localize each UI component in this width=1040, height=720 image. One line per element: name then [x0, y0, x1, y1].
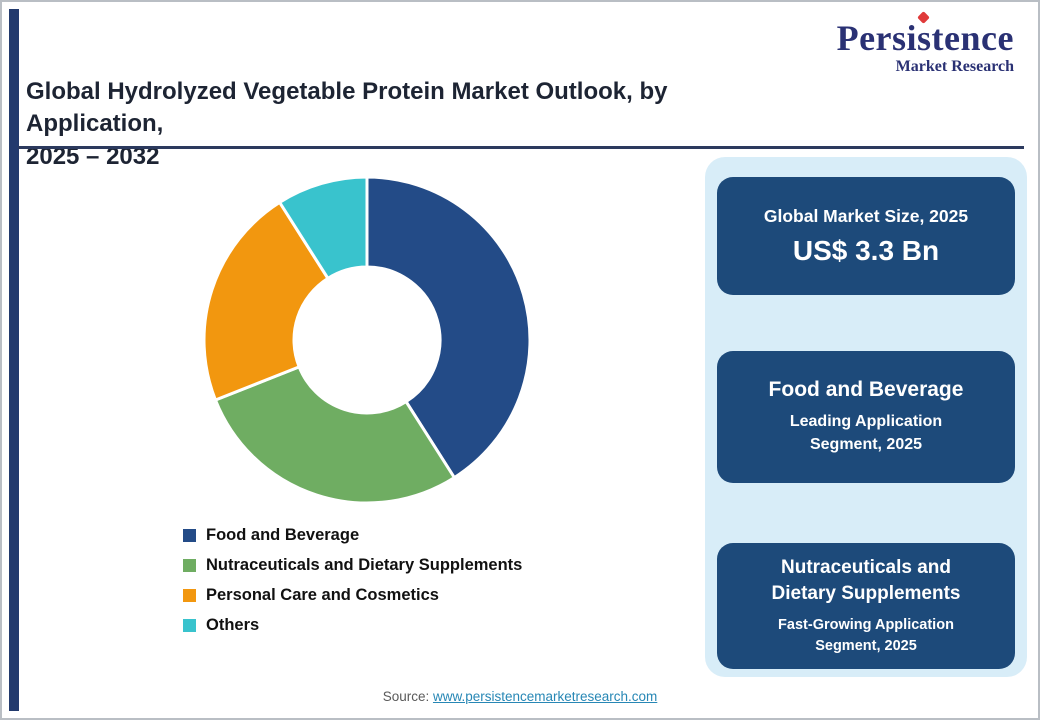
legend-label: Others [206, 616, 260, 634]
fast-growing-segment-caption: Fast-Growing Application Segment, 2025 [778, 616, 954, 654]
market-size-value: US$ 3.3 Bn [792, 234, 940, 266]
legend-swatch-others [183, 619, 196, 632]
source-line: Source: www.persistencemarketresearch.co… [2, 689, 1038, 704]
legend-item: Personal Care and Cosmetics [183, 586, 522, 605]
left-accent-stripe [9, 9, 19, 711]
legend-item: Others [183, 616, 522, 635]
legend-item: Food and Beverage [183, 526, 522, 545]
market-size-box: Global Market Size, 2025 US$ 3.3 Bn [717, 177, 1015, 295]
leading-segment-box: Food and Beverage Leading Application Se… [717, 351, 1015, 483]
legend-label: Food and Beverage [206, 526, 360, 544]
legend-swatch-personal-care [183, 589, 196, 602]
brand-logo-name: Persistence [836, 11, 1014, 58]
brand-logo-text: Persistence [836, 18, 1014, 58]
donut-chart-svg [202, 175, 532, 505]
brand-logo: Persistence Market Research [836, 11, 1014, 75]
market-size-label: Global Market Size, 2025 [763, 205, 969, 226]
page-title: Global Hydrolyzed Vegetable Protein Mark… [26, 76, 786, 173]
legend-label: Nutraceuticals and Dietary Supplements [206, 556, 523, 574]
leading-segment-caption: Leading Application Segment, 2025 [789, 412, 943, 453]
brand-logo-subtitle: Market Research [895, 58, 1014, 75]
leading-segment-name: Food and Beverage [768, 377, 964, 401]
page-title-line1: Global Hydrolyzed Vegetable Protein Mark… [26, 78, 668, 138]
source-link[interactable]: www.persistencemarketresearch.com [432, 689, 658, 704]
legend-swatch-food-beverage [183, 529, 196, 542]
fast-growing-segment-box: Nutraceuticals and Dietary Supplements F… [717, 543, 1015, 669]
donut-segment-nutraceuticals-and-dietary-supplements [213, 365, 456, 505]
legend-label: Personal Care and Cosmetics [206, 586, 439, 604]
legend-item: Nutraceuticals and Dietary Supplements [183, 556, 522, 575]
source-label: Source: [382, 689, 433, 704]
legend-swatch-nutraceuticals [183, 559, 196, 572]
highlights-panel: Global Market Size, 2025 US$ 3.3 Bn Food… [705, 157, 1027, 677]
donut-segment-others [278, 175, 369, 280]
chart-legend: Food and Beverage Nutraceuticals and Die… [183, 526, 522, 646]
donut-chart [197, 170, 537, 510]
fast-growing-segment-name: Nutraceuticals and Dietary Supplements [771, 557, 961, 604]
donut-segment-personal-care-and-cosmetics [202, 200, 330, 402]
title-divider [18, 146, 1024, 149]
